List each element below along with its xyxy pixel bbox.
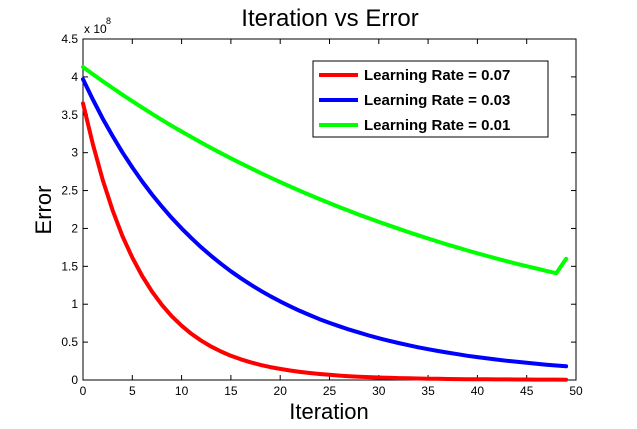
y-exponent-power: 8 xyxy=(106,16,111,26)
x-tick-label: 35 xyxy=(421,384,435,398)
x-tick-label: 45 xyxy=(520,384,534,398)
x-tick-label: 30 xyxy=(372,384,386,398)
series-line xyxy=(81,65,569,276)
y-exponent-base: x 10 xyxy=(84,22,107,36)
legend-label: Learning Rate = 0.07 xyxy=(364,67,510,84)
x-tick-label: 15 xyxy=(224,384,238,398)
series-line xyxy=(81,77,569,369)
y-tick-label: 3 xyxy=(71,146,78,160)
y-tick-label: 2.5 xyxy=(61,184,78,198)
y-tick-label: 1 xyxy=(71,297,78,311)
y-axis-ticks: 0 0.5 1 1.5 2 2.5 3 3.5 4 4.5 xyxy=(61,32,576,387)
x-tick-label: 40 xyxy=(471,384,485,398)
x-tick-label: 25 xyxy=(323,384,337,398)
y-tick-label: 3.5 xyxy=(61,108,78,122)
x-tick-label: 10 xyxy=(175,384,189,398)
chart-title: Iteration vs Error xyxy=(241,5,418,32)
x-axis-ticks: 0 5 10 15 20 25 30 35 40 45 50 xyxy=(80,39,583,398)
legend-label: Learning Rate = 0.01 xyxy=(364,117,510,134)
legend: Learning Rate = 0.07 Learning Rate = 0.03… xyxy=(312,60,549,138)
x-tick-label: 50 xyxy=(569,384,583,398)
y-tick-label: 0 xyxy=(71,373,78,387)
y-tick-label: 0.5 xyxy=(61,335,78,349)
series-line xyxy=(81,101,569,382)
y-tick-label: 4.5 xyxy=(61,32,78,46)
x-tick-label: 5 xyxy=(129,384,136,398)
x-axis-label: Iteration xyxy=(289,399,369,424)
y-tick-label: 2 xyxy=(71,221,78,235)
x-tick-label: 20 xyxy=(274,384,288,398)
x-tick-label: 0 xyxy=(80,384,87,398)
y-axis-label: Error xyxy=(31,186,56,235)
legend-label: Learning Rate = 0.03 xyxy=(364,92,510,109)
y-tick-label: 4 xyxy=(71,70,78,84)
series-group xyxy=(81,65,569,382)
y-axis-exponent: x 10 8 xyxy=(84,16,111,36)
y-tick-label: 1.5 xyxy=(61,259,78,273)
legend-entries: Learning Rate = 0.07 Learning Rate = 0.03… xyxy=(319,67,510,134)
